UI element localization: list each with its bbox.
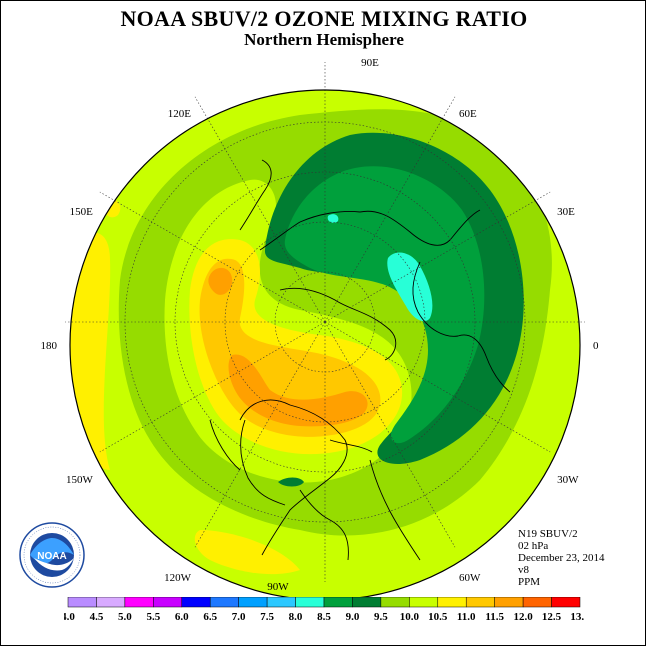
colorbar-label: 12.0 bbox=[513, 611, 533, 623]
map-title: NOAA SBUV/2 OZONE MIXING RATIO bbox=[120, 6, 528, 31]
colorbar-label: 9.0 bbox=[346, 611, 360, 623]
map-subtitle: Northern Hemisphere bbox=[244, 30, 404, 49]
longitude-label: 60E bbox=[459, 108, 477, 120]
info-block: N19 SBUV/2 02 hPa December 23, 2014 v8 P… bbox=[518, 528, 604, 588]
colorbar-swatch bbox=[380, 597, 410, 608]
info-date: December 23, 2014 bbox=[518, 552, 605, 564]
meridian-line bbox=[324, 321, 551, 453]
colorbar-label: 11.5 bbox=[485, 611, 504, 623]
colorbar-swatch bbox=[494, 597, 524, 608]
colorbar-swatch bbox=[96, 597, 126, 608]
info-version: v8 bbox=[518, 564, 529, 576]
longitude-label: 60W bbox=[459, 572, 481, 584]
longitude-label: 90E bbox=[361, 57, 379, 69]
colorbar-label: 8.5 bbox=[317, 611, 331, 623]
colorbar-label: 11.0 bbox=[457, 611, 476, 623]
info-pressure: 02 hPa bbox=[518, 540, 549, 552]
colorbar-label: 10.5 bbox=[428, 611, 448, 623]
longitude-labels: 90E 60E 30E 0 30W 60W 90W 120W 150W 180 150E 120E bbox=[41, 57, 600, 593]
meridian-line bbox=[99, 321, 326, 453]
colorbar-swatch bbox=[323, 597, 353, 608]
colorbar-swatch bbox=[522, 597, 552, 608]
ozone-contours bbox=[70, 90, 580, 600]
meridian-line bbox=[194, 96, 326, 323]
meridian-line bbox=[194, 321, 326, 548]
colorbar-swatch bbox=[551, 597, 581, 608]
longitude-label: 0 bbox=[593, 340, 599, 352]
colorbar-label: 6.0 bbox=[175, 611, 189, 623]
colorbar-label: 6.5 bbox=[203, 611, 217, 623]
colorbar-swatch bbox=[153, 597, 183, 608]
colorbar-swatch bbox=[437, 597, 467, 608]
colorbar-swatch bbox=[352, 597, 382, 608]
info-units: PPM bbox=[518, 576, 541, 588]
colorbar: 4.0 4.5 5.0 5.5 6.0 6.5 7.0 7.5 8.0 8.5 9.0 9.5 10.0… bbox=[64, 597, 584, 623]
graticule bbox=[65, 62, 585, 582]
longitude-label: 120W bbox=[164, 572, 192, 584]
longitude-label: 30E bbox=[557, 206, 575, 218]
colorbar-swatch bbox=[181, 597, 211, 608]
colorbar-label: 4.0 bbox=[64, 611, 75, 623]
colorbar-swatch bbox=[238, 597, 268, 608]
colorbar-label: 12.5 bbox=[542, 611, 562, 623]
colorbar-label: 8.0 bbox=[289, 611, 303, 623]
colorbar-swatch bbox=[266, 597, 296, 608]
meridian-line bbox=[324, 321, 456, 548]
colorbar-label: 5.5 bbox=[146, 611, 160, 623]
colorbar-label: 5.0 bbox=[118, 611, 132, 623]
colorbar-label: 7.5 bbox=[260, 611, 274, 623]
colorbar-swatch bbox=[209, 597, 239, 608]
longitude-label: 180 bbox=[41, 340, 58, 352]
longitude-label: 90W bbox=[267, 581, 289, 593]
coastlines bbox=[209, 159, 511, 561]
info-satellite: N19 SBUV/2 bbox=[518, 528, 578, 540]
meridian-line bbox=[99, 191, 326, 323]
colorbar-swatch bbox=[465, 597, 495, 608]
colorbar-swatch bbox=[409, 597, 439, 608]
colorbar-swatch bbox=[67, 597, 97, 608]
colorbar-swatch bbox=[295, 597, 325, 608]
colorbar-label: 10.0 bbox=[400, 611, 420, 623]
meridian-line bbox=[324, 96, 456, 323]
logo-text: NOAA bbox=[37, 551, 66, 562]
noaa-logo: NOAA bbox=[19, 522, 85, 588]
colorbar-label: 13.0 bbox=[570, 611, 584, 623]
colorbar-label: 9.5 bbox=[374, 611, 388, 623]
longitude-label: 120E bbox=[168, 108, 192, 120]
colorbar-label: 4.5 bbox=[90, 611, 104, 623]
meridian-line bbox=[324, 191, 551, 323]
longitude-label: 150W bbox=[66, 474, 94, 486]
longitude-label: 30W bbox=[557, 474, 579, 486]
colorbar-swatch bbox=[124, 597, 154, 608]
longitude-label: 150E bbox=[70, 206, 94, 218]
colorbar-label: 7.0 bbox=[232, 611, 246, 623]
